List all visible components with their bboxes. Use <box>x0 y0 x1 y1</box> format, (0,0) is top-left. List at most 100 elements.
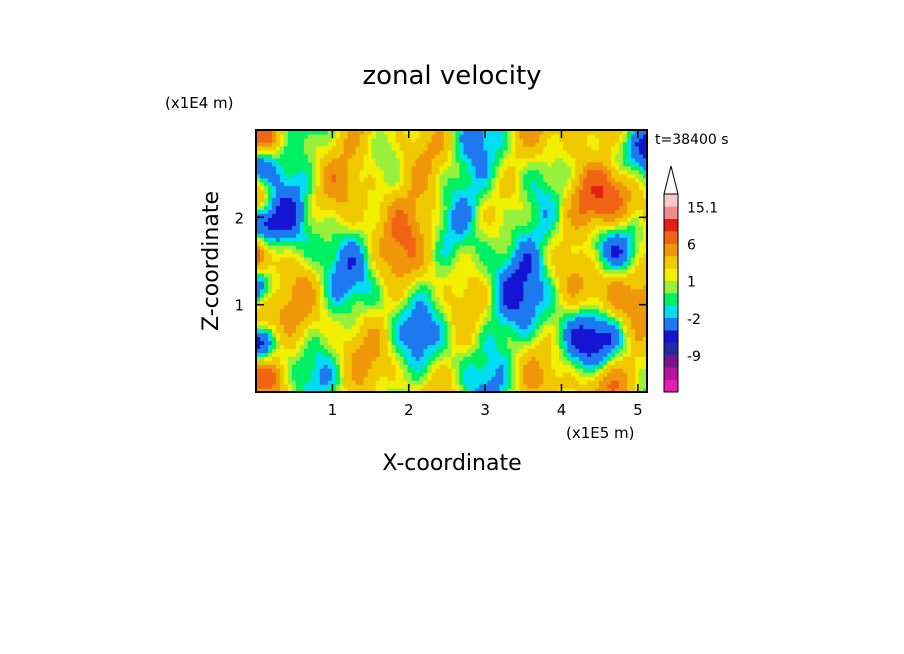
heatmap-cell <box>303 352 309 357</box>
heatmap-cell <box>295 145 301 151</box>
heatmap-cell <box>475 237 481 242</box>
heatmap-cell <box>275 372 281 377</box>
heatmap-cell <box>487 284 492 290</box>
heatmap-cell <box>291 348 297 353</box>
heatmap-cell <box>499 181 504 187</box>
heatmap-cell <box>407 360 413 365</box>
heatmap-cell <box>487 237 492 242</box>
heatmap-cell <box>407 165 413 171</box>
heatmap-cell <box>511 181 516 187</box>
heatmap-cell <box>259 221 265 226</box>
heatmap-cell <box>415 169 421 175</box>
heatmap-cell <box>256 189 261 195</box>
heatmap-cell <box>315 336 321 341</box>
heatmap-cell <box>443 348 449 353</box>
heatmap-cell <box>371 229 377 234</box>
heatmap-cell <box>475 197 481 203</box>
heatmap-cell <box>291 280 297 286</box>
heatmap-cell <box>423 276 429 282</box>
heatmap-cell <box>395 360 401 365</box>
heatmap-cell <box>323 304 329 310</box>
heatmap-cell <box>515 149 520 155</box>
heatmap-cell <box>359 292 365 298</box>
heatmap-cell <box>507 193 512 199</box>
heatmap-cell <box>256 221 261 226</box>
heatmap-cell <box>279 312 285 318</box>
heatmap-cell <box>451 153 457 159</box>
heatmap-cell <box>431 292 437 298</box>
heatmap-cell <box>291 130 297 135</box>
heatmap-cell <box>515 173 520 179</box>
heatmap-cell <box>347 312 353 318</box>
heatmap-cell <box>503 189 508 195</box>
heatmap-cell <box>431 165 437 171</box>
heatmap-cell <box>443 316 449 322</box>
heatmap-cell <box>391 384 397 389</box>
heatmap-cell <box>411 225 417 230</box>
heatmap-cell <box>271 268 277 274</box>
heatmap-cell <box>447 197 453 203</box>
heatmap-cell <box>419 153 425 159</box>
heatmap-cell <box>511 173 516 179</box>
heatmap-cell <box>339 324 345 330</box>
heatmap-cell <box>383 145 389 151</box>
heatmap-cell <box>419 213 425 218</box>
heatmap-cell <box>391 272 397 278</box>
heatmap-cell <box>475 284 481 290</box>
heatmap-cell <box>395 284 401 290</box>
heatmap-cell <box>415 328 421 334</box>
heatmap-cell <box>511 376 516 381</box>
heatmap-cell <box>355 324 361 330</box>
heatmap-cell <box>551 185 556 191</box>
heatmap-cell <box>515 185 520 191</box>
heatmap-cell <box>256 368 261 373</box>
heatmap-cell <box>311 149 317 155</box>
heatmap-cell <box>311 376 317 381</box>
heatmap-cell <box>303 213 309 218</box>
heatmap-cell <box>551 348 556 353</box>
heatmap-cell <box>467 304 473 310</box>
heatmap-cell <box>315 137 321 143</box>
heatmap-cell <box>379 320 385 326</box>
heatmap-cell <box>527 245 532 250</box>
heatmap-cell <box>547 193 552 199</box>
heatmap-cell <box>271 137 277 143</box>
heatmap-cell <box>403 352 409 357</box>
heatmap-cell <box>399 141 405 147</box>
heatmap-cell <box>331 221 337 226</box>
heatmap-cell <box>543 364 548 369</box>
heatmap-cell <box>395 276 401 282</box>
heatmap-cell <box>383 292 389 298</box>
heatmap-cell <box>535 249 540 254</box>
heatmap-cell <box>499 272 504 278</box>
heatmap-cell <box>379 249 385 254</box>
heatmap-cell <box>455 304 461 310</box>
heatmap-cell <box>256 241 261 246</box>
heatmap-cell <box>547 336 552 341</box>
heatmap-cell <box>491 376 496 381</box>
heatmap-cell <box>387 292 393 298</box>
heatmap-cell <box>263 149 269 155</box>
heatmap-cell <box>467 257 473 262</box>
heatmap-cell <box>387 340 393 345</box>
heatmap-cell <box>479 348 485 353</box>
heatmap-cell <box>539 344 544 349</box>
heatmap-cell <box>435 344 441 349</box>
heatmap-cell <box>391 364 397 369</box>
heatmap-cell <box>267 253 273 258</box>
heatmap-cell <box>311 384 317 389</box>
heatmap-cell <box>423 249 429 254</box>
heatmap-cell <box>519 308 524 314</box>
heatmap-cell <box>263 261 269 266</box>
heatmap-cell <box>487 185 492 191</box>
heatmap-cell <box>503 241 508 246</box>
heatmap-cell <box>555 332 560 338</box>
heatmap-cell <box>483 229 489 234</box>
heatmap-cell <box>539 340 544 345</box>
heatmap-cell <box>511 201 516 207</box>
heatmap-cell <box>291 284 297 290</box>
heatmap-cell <box>519 177 524 183</box>
heatmap-cell <box>503 268 508 274</box>
heatmap-cell <box>275 205 281 210</box>
heatmap-cell <box>543 257 548 262</box>
